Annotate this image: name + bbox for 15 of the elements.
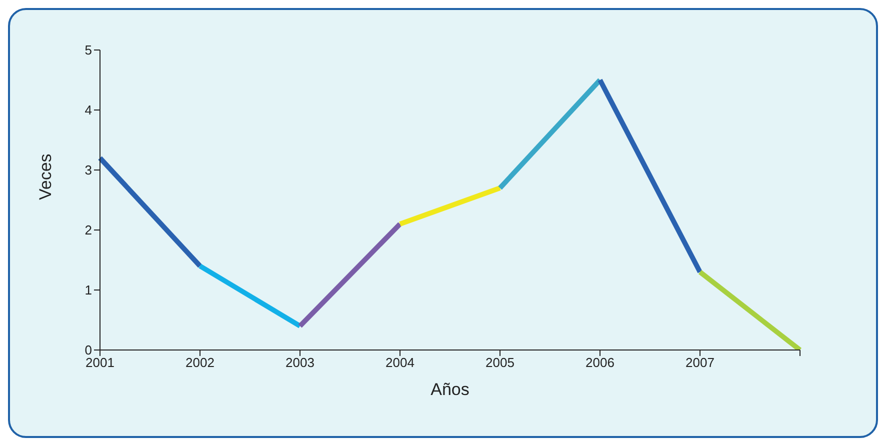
y-tick-label: 5: [84, 42, 92, 58]
x-tick-label: 2007: [686, 355, 714, 370]
y-tick-label: 1: [84, 282, 92, 298]
y-tick-label: 2: [84, 222, 92, 238]
x-tick-label: 2002: [186, 355, 214, 370]
y-axis-title: Veces: [36, 154, 56, 200]
y-tick-label: 0: [84, 342, 92, 358]
x-tick-label: 2004: [386, 355, 414, 370]
y-tick-label: 3: [84, 162, 92, 178]
x-axis-title: Años: [430, 380, 470, 399]
y-tick-label: 4: [84, 102, 92, 118]
x-tick-label: 2005: [486, 355, 514, 370]
x-tick-label: 2006: [586, 355, 614, 370]
x-tick-label: 2001: [86, 355, 114, 370]
x-tick-label: 2003: [286, 355, 314, 370]
